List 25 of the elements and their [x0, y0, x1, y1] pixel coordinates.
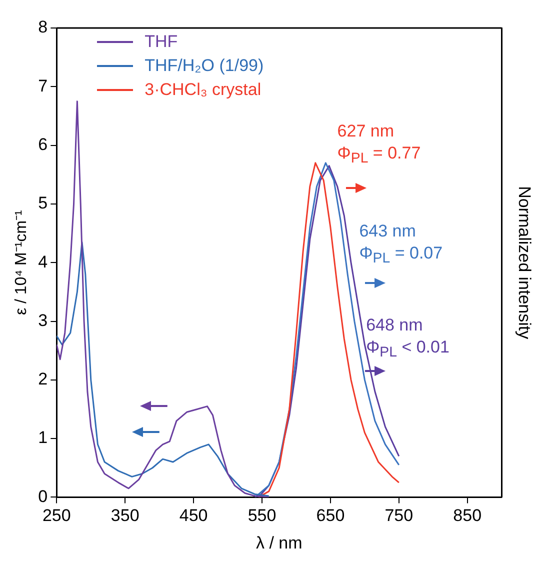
- x-tick-label: 750: [384, 506, 414, 526]
- y2-axis-title: Normalized intensity: [515, 186, 534, 340]
- y-tick-label: 5: [38, 194, 48, 213]
- legend-label: THF/H₂O (1/99): [144, 55, 264, 77]
- annotation: 643 nm Φ$_{PL}$ = 0.07: [359, 220, 443, 269]
- legend-label: THF: [144, 31, 178, 53]
- y-tick-label: 7: [38, 76, 48, 96]
- x-tick-label: 350: [110, 506, 140, 526]
- annotation: 627 nm Φ$_{PL}$ = 0.77: [337, 120, 421, 169]
- x-tick-label: 650: [316, 506, 345, 526]
- y-tick-label: 6: [38, 134, 48, 154]
- y-tick-label: 4: [38, 252, 48, 272]
- x-tick-label: 450: [179, 506, 208, 526]
- y-tick-label: 8: [38, 18, 48, 37]
- legend-label: 3·CHCl₃ crystal: [144, 79, 262, 101]
- x-tick-label: 250: [42, 506, 71, 526]
- x-tick-label: 850: [453, 506, 482, 526]
- y-tick-label: 2: [38, 370, 48, 389]
- y-axis-title: ε / 10⁴ M⁻¹cm⁻¹: [13, 210, 30, 316]
- annotation: 648 nm Φ$_{PL}$ < 0.01: [366, 314, 450, 363]
- y-tick-label: 0: [38, 486, 48, 506]
- x-tick-label: 550: [248, 506, 276, 526]
- y-tick-label: 3: [38, 310, 48, 330]
- x-axis-title: λ / nm: [256, 533, 302, 552]
- y-tick-label: 1: [38, 428, 48, 448]
